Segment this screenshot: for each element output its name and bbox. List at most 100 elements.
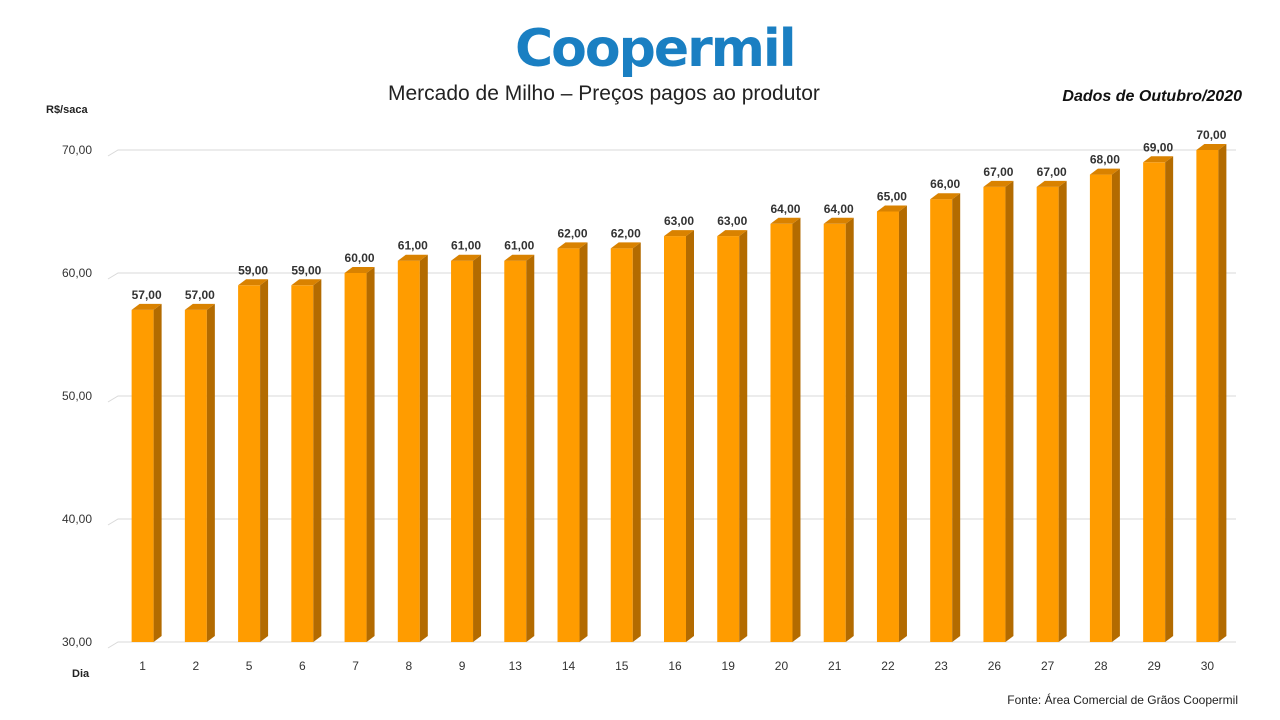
bar-side — [153, 303, 162, 642]
bar — [823, 223, 846, 643]
bar-top — [876, 205, 907, 212]
x-tick-label: 2 — [193, 659, 200, 673]
x-axis-label: Dia — [72, 668, 90, 680]
y-axis-label: R$/saca — [46, 104, 88, 116]
bar — [610, 248, 633, 642]
bar-top — [504, 254, 535, 261]
bar — [930, 199, 953, 642]
bar-side — [739, 230, 748, 642]
bar-side — [1005, 180, 1014, 642]
y-tick-label: 30,00 — [62, 635, 92, 649]
data-label: 57,00 — [185, 288, 215, 302]
bar-top — [344, 267, 375, 273]
data-label: 62,00 — [558, 226, 588, 240]
bar-top — [610, 242, 641, 249]
bar — [238, 285, 261, 642]
x-tick-label: 15 — [615, 659, 629, 673]
x-tick-label: 5 — [246, 659, 253, 673]
data-label: 57,00 — [132, 288, 162, 302]
bar-top — [717, 230, 748, 237]
period-label: Dados de Outubro/2020 — [1062, 88, 1242, 105]
x-tick-label: 29 — [1147, 659, 1161, 673]
bar — [184, 309, 207, 642]
bar-side — [206, 303, 215, 642]
bar-top — [557, 242, 588, 249]
bar-top — [291, 279, 322, 286]
bar — [397, 260, 420, 642]
gridline — [107, 149, 1236, 157]
x-tick-label: 13 — [509, 659, 523, 673]
x-tick-label: 27 — [1041, 659, 1055, 673]
y-tick-label: 40,00 — [62, 512, 92, 526]
bar-top — [1196, 144, 1227, 150]
bar — [344, 273, 367, 642]
bar-side — [686, 230, 694, 642]
data-label: 63,00 — [717, 214, 747, 228]
bar-top — [664, 230, 694, 237]
chart-title: Mercado de Milho – Preços pagos ao produ… — [388, 82, 820, 105]
bar-side — [579, 242, 588, 642]
data-label: 63,00 — [664, 214, 694, 228]
bar-side — [526, 254, 535, 642]
bar-side — [419, 254, 428, 642]
data-label: 60,00 — [345, 251, 375, 265]
x-tick-label: 9 — [459, 659, 466, 673]
gridline — [107, 641, 1236, 649]
data-label: 68,00 — [1090, 153, 1120, 167]
bar-top — [397, 254, 428, 261]
bar — [664, 236, 686, 642]
bar-top — [451, 254, 482, 261]
bar-side — [260, 279, 269, 642]
x-tick-label: 26 — [988, 659, 1002, 673]
bar-side — [792, 217, 801, 643]
x-tick-label: 30 — [1201, 659, 1215, 673]
y-tick-label: 60,00 — [62, 266, 92, 280]
data-label: 61,00 — [398, 239, 428, 253]
bar — [983, 186, 1006, 642]
bar-side — [366, 267, 375, 642]
bar-top — [823, 217, 854, 224]
bar-side — [473, 254, 482, 642]
data-label: 66,00 — [930, 177, 960, 191]
bar-side — [1111, 168, 1120, 642]
bar-side — [898, 205, 907, 642]
bar — [557, 248, 580, 642]
bar — [1036, 186, 1059, 642]
bar — [1143, 162, 1166, 643]
bar — [504, 260, 527, 642]
data-label: 69,00 — [1143, 140, 1173, 154]
x-tick-label: 6 — [299, 659, 306, 673]
x-tick-label: 7 — [352, 659, 359, 673]
bar-side — [632, 242, 641, 642]
data-label: 65,00 — [877, 190, 907, 204]
bar-side — [845, 217, 854, 643]
bar-top — [930, 193, 961, 200]
bar-top — [238, 279, 269, 286]
data-label: 67,00 — [983, 165, 1013, 179]
data-label: 64,00 — [770, 202, 800, 216]
x-tick-label: 8 — [405, 659, 412, 673]
x-tick-label: 20 — [775, 659, 789, 673]
bar-side — [1218, 144, 1227, 642]
bar-top — [770, 217, 801, 224]
gridline — [107, 518, 1236, 526]
bar — [131, 309, 154, 642]
gridline — [107, 395, 1236, 403]
bar — [717, 236, 740, 642]
x-tick-label: 21 — [828, 659, 842, 673]
y-tick-label: 70,00 — [62, 143, 92, 157]
gridline — [107, 272, 1236, 280]
x-tick-label: 19 — [722, 659, 736, 673]
data-label: 62,00 — [611, 226, 641, 240]
bar — [876, 211, 899, 642]
data-label: 61,00 — [504, 239, 534, 253]
data-label: 70,00 — [1196, 128, 1226, 142]
bar-top — [1036, 180, 1067, 187]
coopermil-logo: Coopermil — [515, 19, 797, 79]
x-tick-label: 16 — [668, 659, 682, 673]
bar — [1089, 174, 1112, 642]
bar — [770, 223, 793, 643]
data-label: 61,00 — [451, 239, 481, 253]
bar-top — [184, 303, 215, 310]
